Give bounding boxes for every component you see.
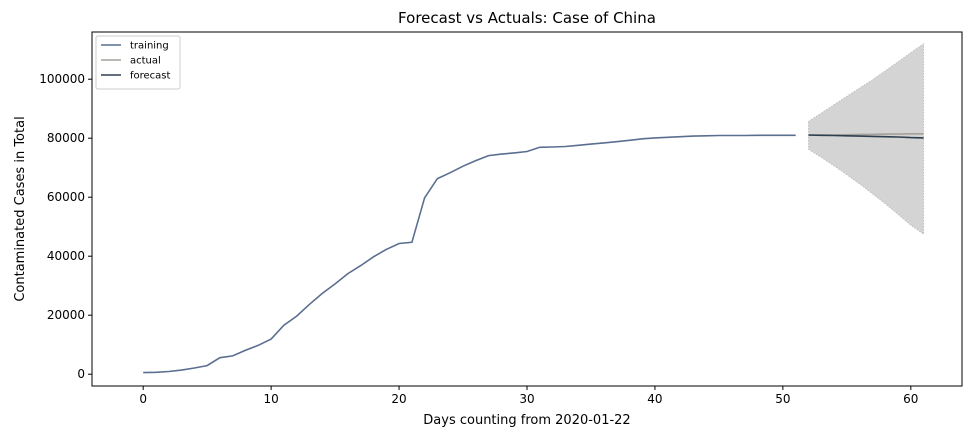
legend-label-forecast: forecast <box>130 71 171 82</box>
x-axis: 0 10 20 30 40 50 60 <box>139 386 918 406</box>
legend-label-actual: actual <box>130 56 161 67</box>
legend: training actual forecast <box>95 35 181 90</box>
y-tick-label: 0 <box>77 367 85 381</box>
chart-title: Forecast vs Actuals: Case of China <box>398 9 656 27</box>
x-axis-label: Days counting from 2020-01-22 <box>423 413 630 428</box>
y-axis: 0 20000 40000 60000 80000 100000 <box>39 72 92 381</box>
series-line-forecast <box>808 134 924 139</box>
series-layer <box>143 133 924 374</box>
y-tick-label: 20000 <box>47 308 85 322</box>
x-tick-label: 50 <box>775 392 790 406</box>
y-tick-label: 80000 <box>47 131 85 145</box>
x-tick-label: 0 <box>139 392 147 406</box>
x-tick-label: 40 <box>647 392 662 406</box>
x-tick-label: 30 <box>519 392 534 406</box>
y-tick-label: 100000 <box>39 72 85 86</box>
confidence-band <box>808 43 924 235</box>
confidence-band-layer <box>808 43 924 235</box>
y-tick-label: 60000 <box>47 190 85 204</box>
x-tick-label: 20 <box>391 392 406 406</box>
legend-entries: training actual forecast <box>101 41 171 82</box>
x-tick-label: 60 <box>903 392 918 406</box>
y-axis-label: Contaminated Cases in Total <box>13 116 28 301</box>
y-tick-label: 40000 <box>47 249 85 263</box>
plot-frame <box>91 31 963 387</box>
x-tick-label: 10 <box>263 392 278 406</box>
legend-label-training: training <box>130 41 169 52</box>
series-line-training <box>143 134 796 374</box>
